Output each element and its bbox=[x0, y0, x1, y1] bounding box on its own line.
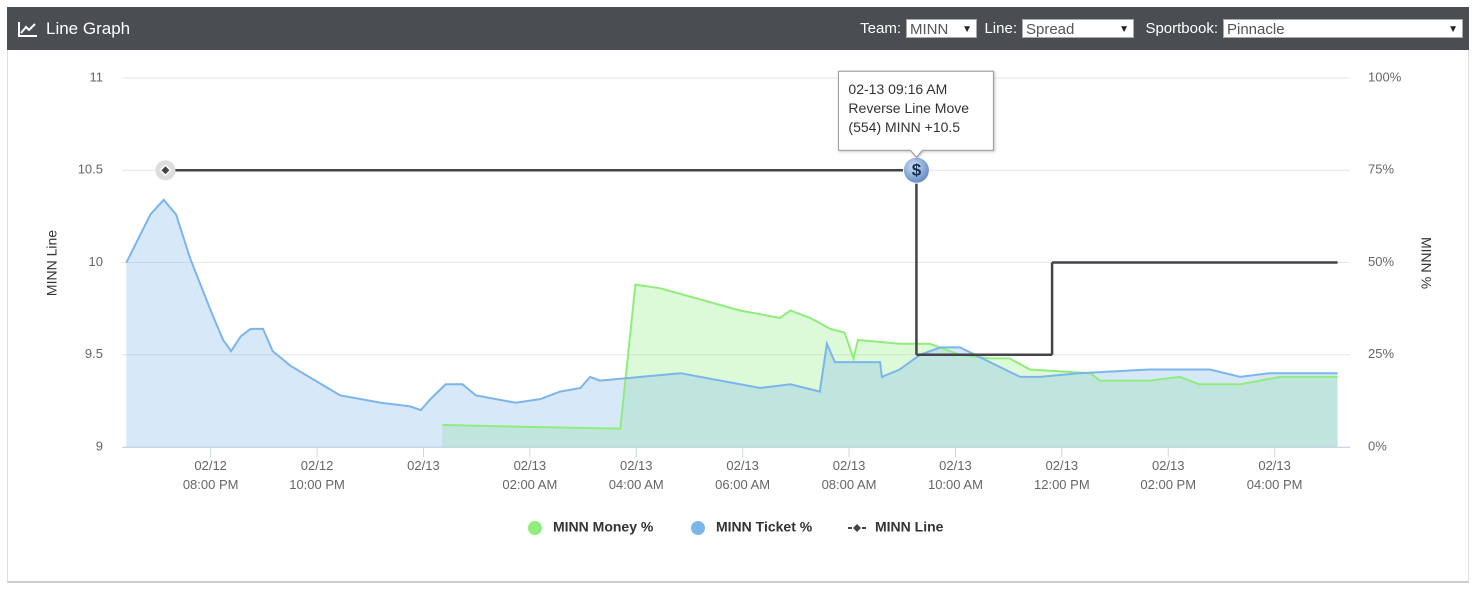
y2-tick-label: 50% bbox=[1368, 254, 1394, 269]
x-tick-label: 02/13 04:00 PM bbox=[1246, 458, 1303, 492]
x-tick-label: 02/13 06:00 AM bbox=[715, 458, 771, 492]
line-select[interactable]: Spread ▼ bbox=[1022, 19, 1134, 38]
y-tick-label: 9.5 bbox=[85, 346, 103, 361]
sportbook-label: Sportbook: bbox=[1145, 20, 1218, 37]
legend-label: MINN Line bbox=[875, 519, 944, 535]
legend-symbol bbox=[691, 521, 705, 535]
tooltip-box bbox=[837, 70, 994, 159]
legend-label: MINN Ticket % bbox=[716, 519, 813, 535]
tooltip-line: Reverse Line Move bbox=[848, 100, 969, 116]
y-tick-label: 11 bbox=[90, 69, 104, 84]
legend-marker bbox=[853, 524, 861, 532]
line-marker bbox=[159, 164, 172, 177]
x-tick-label: 02/13 10:00 AM bbox=[927, 458, 983, 492]
series-line bbox=[442, 283, 1338, 430]
x-tick-label: 02/13 08:00 AM bbox=[821, 458, 877, 492]
y-tick-label: 9 bbox=[96, 438, 103, 453]
y2-tick-label: 100% bbox=[1368, 69, 1402, 84]
x-tick-label: 02/13 12:00 PM bbox=[1034, 458, 1090, 492]
tooltip-line: (554) MINN +10.5 bbox=[848, 119, 960, 135]
sportbook-select[interactable]: Pinnacle ▼ bbox=[1223, 19, 1463, 38]
x-tick-label: 02/12 10:00 PM bbox=[289, 458, 345, 492]
legend-symbol bbox=[528, 521, 542, 535]
team-value: MINN bbox=[910, 21, 949, 38]
sportbook-value: Pinnacle bbox=[1227, 21, 1285, 38]
area bbox=[442, 284, 1338, 447]
x-tick-label: 02/12 08:00 PM bbox=[182, 458, 239, 492]
y2-tick-label: 75% bbox=[1368, 162, 1394, 177]
y-tick-label: 10 bbox=[89, 254, 103, 269]
x-tick-label: 02/13 bbox=[407, 458, 440, 473]
y2-tick-label: 25% bbox=[1368, 346, 1394, 361]
chart-frame bbox=[7, 50, 1469, 583]
y2-tick-label: 0% bbox=[1368, 438, 1387, 453]
y2-axis-title: MINN % bbox=[1418, 237, 1434, 289]
area bbox=[126, 199, 1338, 447]
header-title: Line Graph bbox=[46, 19, 131, 38]
annotation-icon: $ bbox=[912, 161, 922, 180]
line-value: Spread bbox=[1026, 21, 1075, 38]
line-label: Line: bbox=[984, 20, 1017, 37]
header-bar: Line Graph Team: MINN ▼ Line: Spread ▼ Spo… bbox=[7, 7, 1469, 50]
x-tick-label: 02/13 02:00 AM bbox=[502, 458, 558, 492]
y-tick-label: 10.5 bbox=[78, 162, 103, 177]
series-line bbox=[125, 198, 1338, 412]
team-label: Team: bbox=[860, 20, 901, 37]
y-axis-title: MINN Line bbox=[44, 230, 60, 296]
tooltip-line: 02-13 09:16 AM bbox=[848, 81, 947, 97]
x-tick-label: 02/13 02:00 PM bbox=[1140, 458, 1197, 492]
team-select[interactable]: MINN ▼ bbox=[906, 19, 977, 38]
legend-label: MINN Money % bbox=[553, 519, 654, 535]
chart-icon bbox=[18, 22, 37, 37]
x-tick-label: 02/13 04:00 AM bbox=[608, 458, 664, 492]
